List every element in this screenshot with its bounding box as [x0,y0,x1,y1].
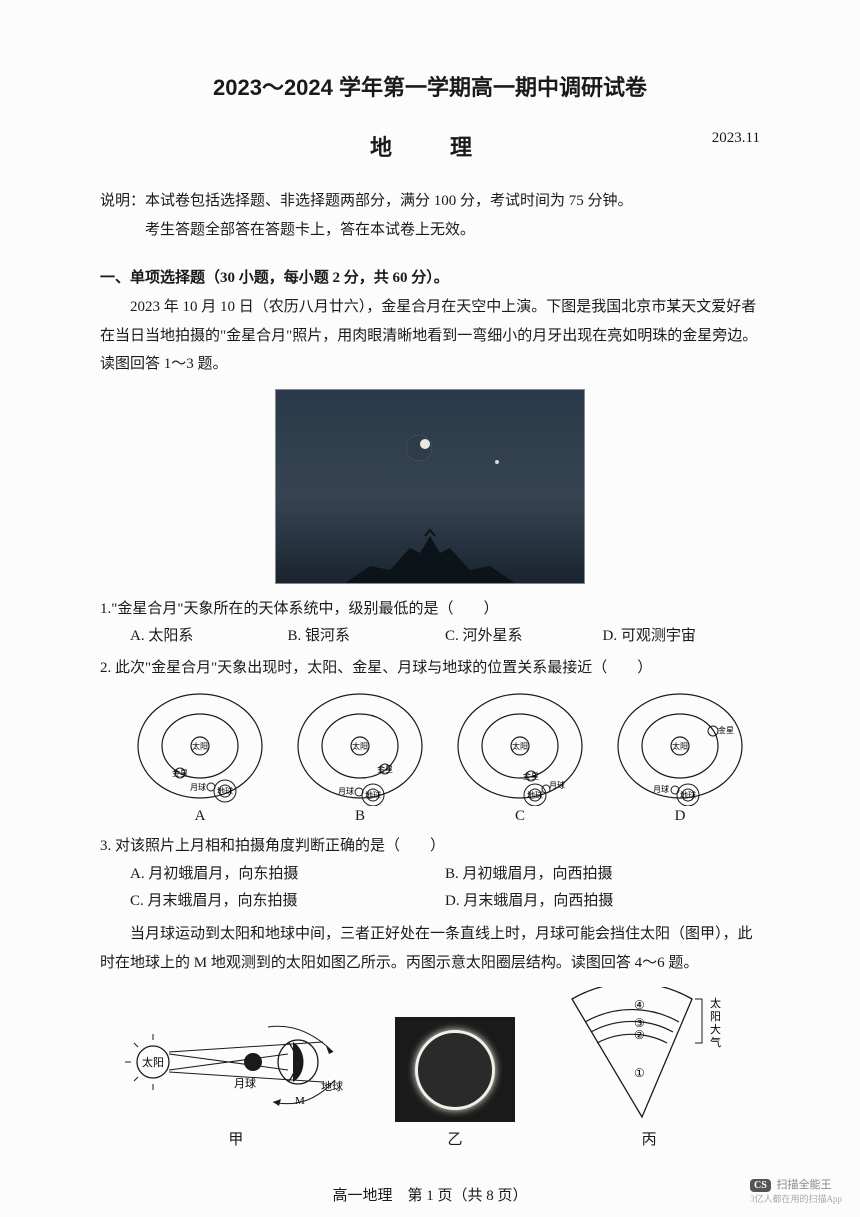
svg-text:地球: 地球 [321,1079,343,1093]
q1-opt-c: C. 河外星系 [445,623,603,651]
q1-options: A. 太阳系 B. 银河系 C. 河外星系 D. 可观测宇宙 [100,623,760,651]
q2-diagrams: 太阳 金星 地球 月球 A 太阳 金星 地球 [100,683,760,829]
svg-text:地球: 地球 [680,790,696,800]
figure-yi: 乙 [395,1017,515,1149]
exam-date: 2023.11 [712,130,760,147]
passage-1: 2023 年 10 月 10 日（农历八月廿六），金星合月在天空中上演。下图是我… [100,293,760,379]
svg-text:①: ① [634,1066,645,1080]
exam-note: 说明：本试卷包括选择题、非选择题两部分，满分 100 分，考试时间为 75 分钟… [100,187,760,244]
svg-text:太: 太 [710,997,721,1010]
diagram-d: 太阳 金星 地球 月球 D [613,691,748,825]
exam-page: 2023～2024 学年第一学期高一期中调研试卷 地 理 2023.11 说明：… [0,0,860,1217]
eclipse-diagram-icon: 太阳 月球 地球 M [123,1002,348,1122]
scanner-watermark: CS 扫描全能王 3亿人都在用的扫描App [750,1176,842,1205]
svg-text:金星: 金星 [172,768,188,778]
svg-text:地球: 地球 [217,786,233,796]
exam-title: 2023～2024 学年第一学期高一期中调研试卷 [100,70,760,102]
moon-venus-photo [275,389,585,584]
svg-text:金星: 金星 [377,764,393,774]
diagram-a: 太阳 金星 地球 月球 A [133,691,268,825]
scanner-app-icon: CS [750,1179,771,1192]
watermark-sub: 3亿人都在用的扫描App [750,1194,842,1204]
q3-options: A. 月初蛾眉月，向东拍摄 B. 月初蛾眉月，向西拍摄 C. 月末蛾眉月，向东拍… [100,861,760,917]
q3-stem: 3. 对该照片上月相和拍摄角度判断正确的是（ ） [100,833,760,861]
passage-2: 当月球运动到太阳和地球中间，三者正好处在一条直线上时，月球可能会挡住太阳（图甲）… [100,920,760,977]
svg-text:月球: 月球 [549,780,565,790]
diagram-b: 太阳 金星 地球 月球 B [293,691,428,825]
diagram-c: 太阳 金星 地球 月球 C [453,691,588,825]
q1-opt-b: B. 银河系 [288,623,446,651]
svg-text:地球: 地球 [365,790,381,800]
caption-jia: 甲 [123,1128,348,1149]
svg-text:太阳: 太阳 [192,741,208,751]
bottom-figures: 太阳 月球 地球 M 甲 乙 [100,987,760,1149]
watermark-brand: 扫描全能王 [777,1179,832,1191]
q2-stem: 2. 此次"金星合月"天象出现时，太阳、金星、月球与地球的位置关系最接近（ ） [100,655,760,683]
caption-bing: 丙 [562,1128,737,1149]
q1-opt-a: A. 太阳系 [130,623,288,651]
note-line-2: 考生答题全部答在答题卡上，答在本试卷上无效。 [100,216,760,245]
q3-opt-c: C. 月末蛾眉月，向东拍摄 [130,888,445,916]
svg-text:月球: 月球 [338,786,354,796]
venus-dot-icon [495,460,499,464]
subtitle-row: 地 理 2023.11 [100,130,760,162]
q3-opt-a: A. 月初蛾眉月，向东拍摄 [130,861,445,889]
q3-opt-d: D. 月末蛾眉月，向西拍摄 [445,888,760,916]
label-c: C [453,808,588,825]
crescent-moon-icon [406,435,432,461]
caption-yi: 乙 [395,1128,515,1149]
subject-label: 地 理 [370,130,490,162]
label-b: B [293,808,428,825]
figure-bing: ④ ③ ② ① 太 阳 大 气 丙 [562,987,737,1149]
svg-text:金星: 金星 [523,771,539,781]
svg-text:太阳: 太阳 [142,1056,164,1069]
page-footer: 高一地理 第 1 页（共 8 页） [100,1184,760,1205]
section-heading: 一、单项选择题（30 小题，每小题 2 分，共 60 分）。 [100,266,760,287]
svg-text:②: ② [634,1028,645,1042]
label-d: D [613,808,748,825]
svg-text:地球: 地球 [527,790,543,800]
svg-text:气: 气 [710,1035,721,1049]
sun-layers-icon: ④ ③ ② ① 太 阳 大 气 [562,987,737,1122]
svg-text:太阳: 太阳 [672,741,688,751]
q1-stem: 1."金星合月"天象所在的天体系统中，级别最低的是（ ） [100,596,760,624]
q3-opt-b: B. 月初蛾眉月，向西拍摄 [445,861,760,889]
q1-opt-d: D. 可观测宇宙 [603,623,761,651]
svg-text:大: 大 [710,1022,721,1036]
note-line-1: 说明：本试卷包括选择题、非选择题两部分，满分 100 分，考试时间为 75 分钟… [100,187,760,216]
eclipse-ring-icon [415,1030,495,1110]
svg-text:太阳: 太阳 [352,741,368,751]
svg-text:金星: 金星 [718,725,734,735]
svg-text:④: ④ [634,998,645,1012]
label-a: A [133,808,268,825]
svg-text:月球: 月球 [234,1076,256,1090]
svg-text:阳: 阳 [710,1010,721,1023]
svg-text:月球: 月球 [190,782,206,792]
figure-jia: 太阳 月球 地球 M 甲 [123,1002,348,1149]
svg-text:太阳: 太阳 [512,741,528,751]
roof-silhouette-icon [335,528,525,583]
annular-eclipse-photo [395,1017,515,1122]
svg-text:月球: 月球 [653,784,669,794]
